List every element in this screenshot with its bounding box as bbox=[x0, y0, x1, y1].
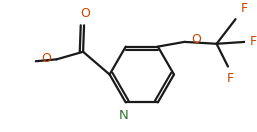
Text: O: O bbox=[41, 52, 51, 65]
Text: N: N bbox=[119, 109, 129, 122]
Text: F: F bbox=[226, 72, 233, 85]
Text: O: O bbox=[80, 7, 90, 20]
Text: F: F bbox=[250, 35, 257, 48]
Text: F: F bbox=[240, 2, 247, 15]
Text: O: O bbox=[191, 34, 201, 46]
